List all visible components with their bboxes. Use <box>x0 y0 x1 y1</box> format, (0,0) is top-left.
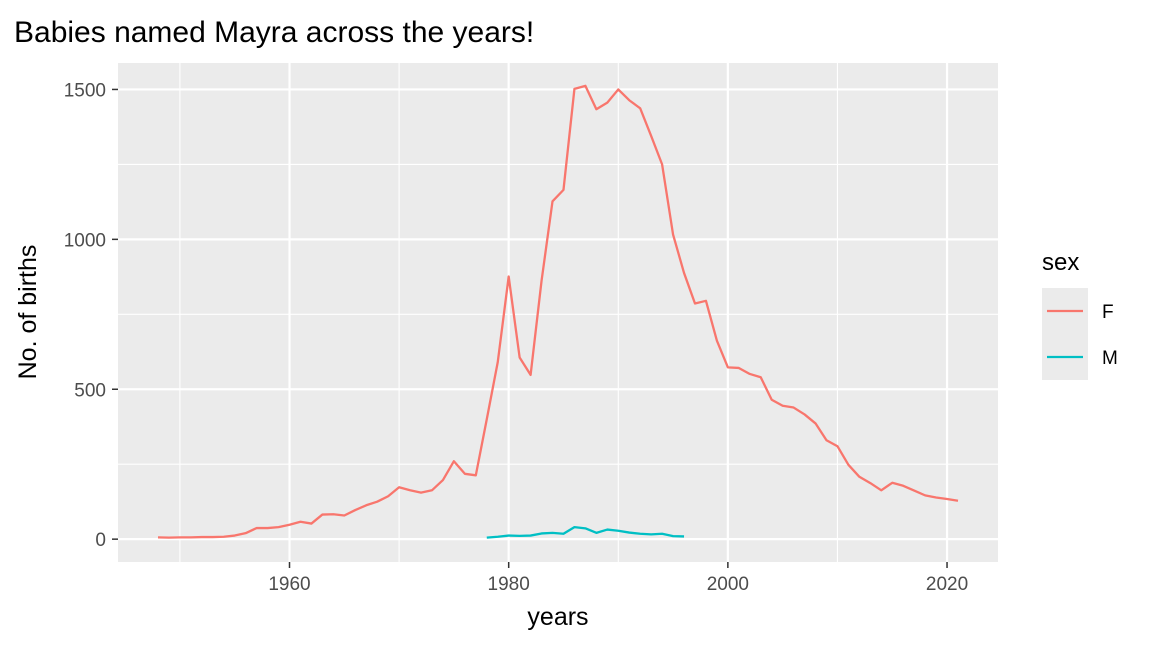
plot-panel <box>118 63 998 562</box>
major-gridlines <box>118 63 998 562</box>
legend-key-background <box>1042 288 1088 380</box>
x-axis-title: years <box>527 603 588 631</box>
x-tick-label: 2020 <box>926 574 968 595</box>
chart-title: Babies named Mayra across the years! <box>14 16 534 49</box>
series-line-M <box>486 526 685 539</box>
y-tick-label: 1500 <box>64 80 106 101</box>
legend-label-F: F <box>1102 302 1114 323</box>
y-axis-title: No. of births <box>14 245 42 380</box>
legend-items: FM <box>1047 302 1118 369</box>
minor-gridlines <box>118 63 998 562</box>
legend: sex FM <box>1042 249 1118 380</box>
series-lines <box>157 84 959 539</box>
series-line-F <box>157 84 959 539</box>
legend-label-M: M <box>1102 348 1118 369</box>
x-tick-label: 1960 <box>268 574 310 595</box>
y-tick-label: 1000 <box>64 230 106 251</box>
y-axis-ticks: 0 500 1000 1500 <box>64 80 118 551</box>
legend-title: sex <box>1042 249 1079 276</box>
x-tick-label: 1980 <box>488 574 530 595</box>
x-axis-ticks: 1960 1980 2000 2020 <box>268 562 968 595</box>
y-tick-label: 0 <box>95 530 106 551</box>
x-tick-label: 2000 <box>707 574 749 595</box>
y-tick-label: 500 <box>74 380 106 401</box>
